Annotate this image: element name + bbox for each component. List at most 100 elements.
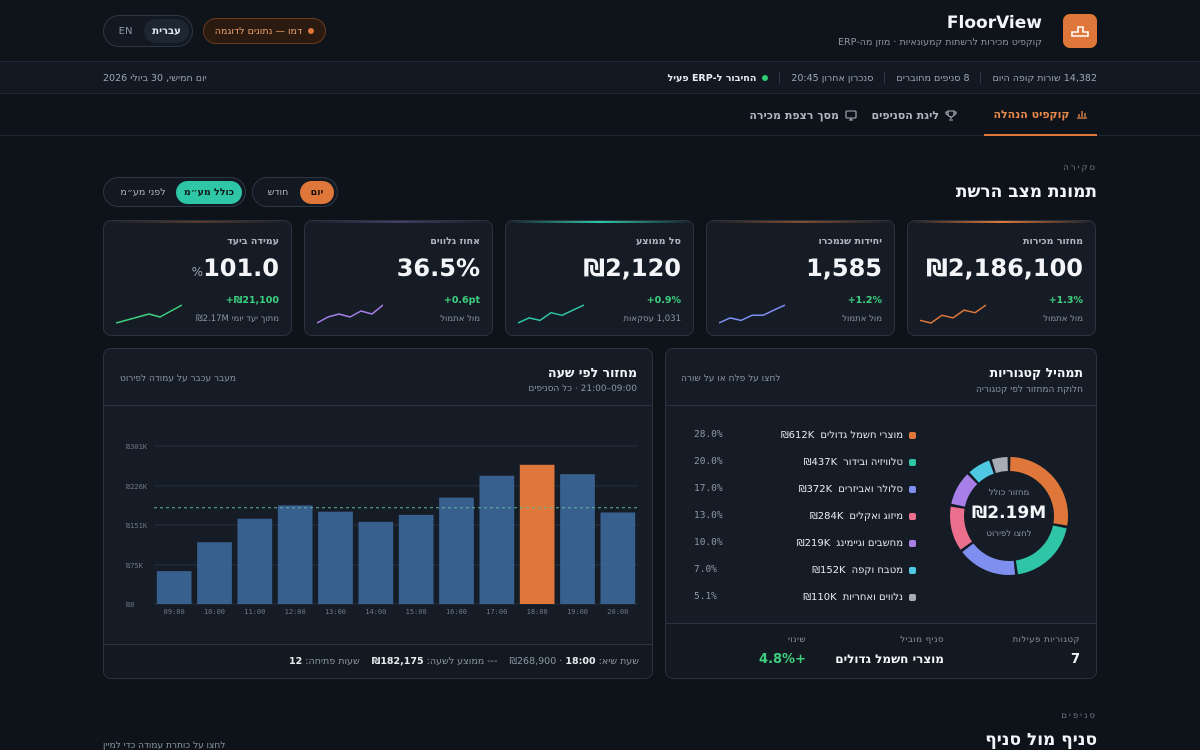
lang-en-button[interactable]: EN <box>118 25 133 37</box>
kpi-sparkline <box>116 304 182 324</box>
tab-sales-floor[interactable]: מסך רצפת מכירה <box>749 94 857 136</box>
bar[interactable] <box>358 521 394 604</box>
kpi-card-attach-rate[interactable]: אחוז גלווים 36.5% +0.6pt מול אתמול <box>304 220 493 336</box>
x-tick-label: 11:00 <box>244 608 265 616</box>
legend-row[interactable]: מחשבים וגיימינג ₪219K <box>797 535 916 551</box>
brand-name: FloorView <box>946 13 1042 33</box>
divider <box>104 405 652 406</box>
bar[interactable] <box>479 475 515 604</box>
y-tick-label: ₪75K <box>126 562 144 570</box>
trophy-icon <box>945 109 957 121</box>
open-hours: שעות פתיחה: 12 <box>289 656 360 667</box>
donut-slice[interactable] <box>950 506 973 550</box>
app-header: FloorView קוקפיט מכירות לרשתות קמעונאיות… <box>0 0 1200 62</box>
legend-label: טלוויזיה ובידור <box>843 456 903 468</box>
legend-value: ₪284K <box>809 510 844 522</box>
divider <box>779 72 781 84</box>
legend-row[interactable]: נלווים ואחריות ₪110K <box>803 589 916 605</box>
donut-slice[interactable] <box>1010 457 1068 526</box>
sparkline-path <box>116 304 182 324</box>
kpi-label: עמידה ביעד <box>227 236 279 247</box>
avg-value: ₪182,175 <box>371 656 424 667</box>
tab-executive-cockpit[interactable]: קוקפיט הנהלה <box>984 94 1097 136</box>
connection-dot-icon <box>762 74 769 81</box>
legend-percent: 5.1% <box>694 591 717 602</box>
kpi-card-revenue[interactable]: מחזור מכירות ₪2,186,100 +1.3% מול אתמול <box>907 220 1096 336</box>
kpi-delta: +0.9% <box>646 295 681 306</box>
kpi-delta: +1.2% <box>847 295 882 306</box>
sparkline-path <box>920 304 986 324</box>
tab-label: קוקפיט הנהלה <box>993 107 1070 121</box>
legend-row[interactable]: טלוויזיה ובידור ₪437K <box>804 454 916 470</box>
kpi-subtext: 1,031 עסקאות <box>623 314 682 324</box>
category-donut-chart[interactable] <box>945 452 1073 580</box>
lang-he-button[interactable]: עברית <box>144 19 189 43</box>
panel-hint: לחצו על פלח או על שורה <box>681 374 781 384</box>
donut-slice[interactable] <box>991 457 1008 473</box>
legend-row[interactable]: סלולר ואביזרים ₪372K <box>799 481 916 497</box>
peak-hour: שעת שיא: 18:00 · ₪268,900 <box>510 656 639 667</box>
donut-center-label: מחזור כולל <box>988 488 1030 498</box>
sparkline-path <box>518 304 584 324</box>
bar[interactable] <box>318 511 353 604</box>
kpi-value: ₪2,120 <box>583 254 681 282</box>
divider <box>884 72 886 84</box>
kpi-accent <box>104 221 291 223</box>
bar[interactable] <box>439 497 474 604</box>
legend-swatch <box>909 512 916 520</box>
kpi-card-avg-basket[interactable]: סל ממוצע ₪2,120 +0.9% 1,031 עסקאות <box>505 220 694 336</box>
connection-label: החיבור ל-ERP פעיל <box>667 72 757 84</box>
legend-row[interactable]: מיזוג ואקלים ₪284K <box>810 508 916 524</box>
bar[interactable] <box>519 464 555 604</box>
tab-branch-league[interactable]: ליגת הסניפים <box>871 94 957 136</box>
y-tick-label: ₪151K <box>126 522 148 530</box>
legend-swatch <box>909 593 916 601</box>
kpi-delta: +1.3% <box>1048 295 1083 306</box>
legend-swatch <box>909 458 916 466</box>
bar[interactable] <box>197 542 232 604</box>
kpi-value: 1,585 <box>806 254 882 282</box>
y-tick-label: ₪226K <box>126 483 148 491</box>
donut-slice[interactable] <box>1015 525 1067 575</box>
section-eyebrow: סקירה <box>1063 163 1097 173</box>
kpi-value-number: 101.0 <box>203 254 279 282</box>
bar[interactable] <box>156 571 192 604</box>
donut-slice[interactable] <box>951 474 978 507</box>
period-day-button[interactable]: יום <box>300 180 334 204</box>
donut-slice[interactable] <box>962 543 1016 575</box>
legend-value: ₪152K <box>812 564 846 576</box>
legend-value: ₪437K <box>803 456 838 468</box>
kpi-value: 36.5% <box>396 254 480 282</box>
legend-row[interactable]: מטבח וקפה ₪152K <box>812 562 916 578</box>
bar[interactable] <box>277 505 313 604</box>
legend-swatch <box>909 485 916 493</box>
legend-label: סלולר ואביזרים <box>838 483 903 495</box>
kpi-subtext: מול אתמול <box>1043 314 1083 324</box>
period-month-button[interactable]: חודש <box>267 186 289 198</box>
vat-excl-button[interactable]: לפני מע״מ <box>120 186 166 198</box>
legend-swatch <box>909 566 916 574</box>
kpi-card-target[interactable]: עמידה ביעד %101.0 +₪21,100 מתוך יעד יומי… <box>103 220 292 336</box>
legend-row[interactable]: מוצרי חשמל גדולים ₪612K <box>781 427 916 443</box>
vat-incl-button[interactable]: כולל מע״מ <box>176 180 242 204</box>
bar[interactable] <box>560 474 595 604</box>
pos-rows: 14,382 שורות קופה היום <box>992 72 1097 84</box>
bar[interactable] <box>600 512 636 604</box>
panel-hint: מעבר עכבר על עמודה לפירוט <box>120 374 237 384</box>
kpi-sparkline <box>920 304 986 324</box>
monitor-icon <box>845 109 857 121</box>
legend-swatch <box>909 539 916 547</box>
panel-title: תמהיל קטגוריות <box>989 365 1083 380</box>
kpi-sparkline <box>317 304 383 324</box>
panel-title: מחזור לפי שעה <box>547 365 637 380</box>
bar[interactable] <box>237 518 273 604</box>
demo-badge[interactable]: דמו — נתונים לדוגמה <box>203 18 326 44</box>
avg-label: --- ממוצע לשעה: <box>426 656 498 667</box>
bar[interactable] <box>398 514 434 604</box>
legend-label: מיזוג ואקלים <box>849 510 903 522</box>
legend-label: מטבח וקפה <box>851 564 903 576</box>
donut-slice[interactable] <box>969 460 994 483</box>
legend-swatch <box>909 431 916 439</box>
kpi-card-units[interactable]: יחידות שנמכרו 1,585 +1.2% מול אתמול <box>706 220 895 336</box>
open-value: 12 <box>289 656 303 667</box>
